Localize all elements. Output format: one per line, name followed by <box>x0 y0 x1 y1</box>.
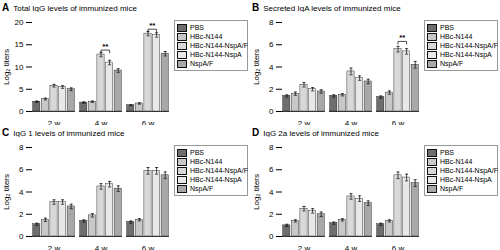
html-text:HBc-N144-NspA: HBc-N144-NspA <box>190 51 242 58</box>
svg-text:6 w: 6 w <box>392 119 405 125</box>
svg-text:2: 2 <box>269 210 274 219</box>
svg-text:**: ** <box>102 42 109 51</box>
html-text:HBc-N144-NspA/F: HBc-N144-NspA/F <box>190 42 248 49</box>
html-text:HBc-N144: HBc-N144 <box>190 33 223 40</box>
svg-text:4: 4 <box>19 188 24 197</box>
svg-text:6: 6 <box>19 165 24 174</box>
svg-text:Log₂ titers: Log₂ titers <box>252 49 261 85</box>
svg-text:6 w: 6 w <box>392 244 405 250</box>
svg-text:2 w: 2 w <box>298 119 311 125</box>
svg-text:6 w: 6 w <box>142 244 155 250</box>
svg-text:15: 15 <box>15 40 24 49</box>
svg-text:10: 10 <box>15 63 24 72</box>
html-text:HBc-N144-NspA: HBc-N144-NspA <box>440 176 492 183</box>
html-text:PBS: PBS <box>440 24 454 31</box>
html-text:HBc-N144-NspA: HBc-N144-NspA <box>440 51 492 58</box>
svg-text:8: 8 <box>19 143 24 152</box>
svg-text:2 w: 2 w <box>298 244 311 250</box>
html-text:NspA/F: NspA/F <box>440 185 464 192</box>
html-text:NspA/F: NspA/F <box>190 185 214 192</box>
html-text:PBS: PBS <box>440 149 454 156</box>
svg-text:4 w: 4 w <box>345 119 358 125</box>
html-text:HBc-N144: HBc-N144 <box>440 158 473 165</box>
svg-text:5: 5 <box>19 85 24 94</box>
svg-text:8: 8 <box>269 143 274 152</box>
svg-text:2: 2 <box>269 85 274 94</box>
html-text:HBc-N144-NspA/F: HBc-N144-NspA/F <box>190 167 248 174</box>
svg-text:4 w: 4 w <box>95 244 108 250</box>
html-text:HBc-N144-NspA: HBc-N144-NspA <box>190 176 242 183</box>
svg-text:2 w: 2 w <box>48 119 61 125</box>
html-text:A Total IgG levels of immunize: A Total IgG levels of immunized mice <box>2 2 137 13</box>
html-text:B Secreted IgA levels of immun: B Secreted IgA levels of immunized mice <box>252 2 401 13</box>
html-text:HBc-N144-NspA/F: HBc-N144-NspA/F <box>440 167 498 174</box>
svg-text:20: 20 <box>15 18 24 27</box>
svg-text:0: 0 <box>19 107 24 116</box>
svg-text:8: 8 <box>269 18 274 27</box>
svg-text:4 w: 4 w <box>95 119 108 125</box>
html-text:NspA/F: NspA/F <box>190 60 214 67</box>
svg-text:**: ** <box>399 33 406 42</box>
svg-text:0: 0 <box>19 232 24 241</box>
html-text:NspA/F: NspA/F <box>440 60 464 67</box>
html-text:PBS: PBS <box>190 149 204 156</box>
svg-text:2: 2 <box>19 210 24 219</box>
html-text:D IgG 2a levels of immunized m: D IgG 2a levels of immunized mice <box>252 127 379 138</box>
svg-text:4: 4 <box>269 63 274 72</box>
svg-text:0: 0 <box>269 232 274 241</box>
html-text:C IgG 1 levels of immunized mi: C IgG 1 levels of immunized mice <box>2 127 125 138</box>
svg-text:**: ** <box>149 21 156 30</box>
svg-text:0: 0 <box>269 107 274 116</box>
svg-text:Log₂ titers: Log₂ titers <box>252 174 261 210</box>
svg-text:Log₂ titers: Log₂ titers <box>2 49 11 85</box>
html-text:PBS: PBS <box>190 24 204 31</box>
svg-text:2 w: 2 w <box>48 244 61 250</box>
html-text:HBc-N144: HBc-N144 <box>440 33 473 40</box>
svg-text:4: 4 <box>269 188 274 197</box>
svg-text:6: 6 <box>269 165 274 174</box>
svg-text:Log₂ titers: Log₂ titers <box>2 174 11 210</box>
html-text:HBc-N144-NspA/F: HBc-N144-NspA/F <box>440 42 498 49</box>
html-text:HBc-N144: HBc-N144 <box>190 158 223 165</box>
svg-text:6: 6 <box>269 40 274 49</box>
svg-text:4 w: 4 w <box>345 244 358 250</box>
svg-text:6 w: 6 w <box>142 119 155 125</box>
